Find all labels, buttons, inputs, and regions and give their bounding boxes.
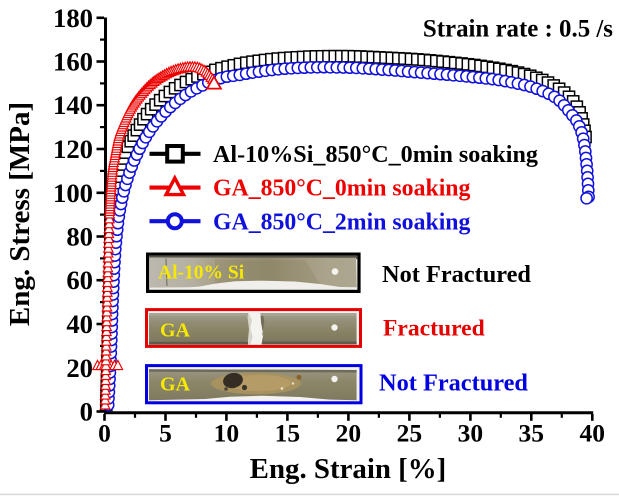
svg-text:40: 40 (580, 419, 606, 448)
svg-text:140: 140 (53, 90, 93, 120)
svg-text:0: 0 (80, 397, 93, 427)
svg-text:10: 10 (214, 419, 240, 448)
svg-text:Eng. Stress [MPa]: Eng. Stress [MPa] (4, 102, 36, 326)
svg-text:Eng. Strain [%]: Eng. Strain [%] (250, 453, 447, 485)
svg-text:GA_850°C_2min soaking: GA_850°C_2min soaking (213, 209, 471, 235)
svg-text:GA: GA (160, 319, 191, 341)
svg-text:Not Fractured: Not Fractured (382, 261, 531, 288)
svg-text:100: 100 (53, 178, 93, 208)
svg-text:0: 0 (98, 419, 111, 448)
svg-text:80: 80 (66, 222, 93, 252)
svg-text:20: 20 (336, 419, 362, 448)
svg-text:25: 25 (397, 419, 423, 448)
svg-text:5: 5 (159, 419, 172, 448)
svg-text:GA_850°C_0min soaking: GA_850°C_0min soaking (213, 176, 471, 202)
svg-text:Fractured: Fractured (383, 315, 485, 341)
svg-text:Al-10% Si: Al-10% Si (158, 262, 245, 283)
svg-text:GA: GA (160, 374, 191, 396)
svg-text:Strain rate : 0.5 /s: Strain rate : 0.5 /s (423, 16, 613, 43)
svg-text:Not Fractured: Not Fractured (379, 370, 528, 397)
svg-text:15: 15 (275, 419, 301, 448)
svg-text:Al-10%Si_850°C_0min soaking: Al-10%Si_850°C_0min soaking (213, 142, 538, 168)
svg-text:20: 20 (66, 353, 93, 383)
svg-text:160: 160 (53, 47, 93, 77)
svg-text:180: 180 (53, 3, 93, 33)
svg-text:60: 60 (66, 265, 93, 295)
svg-text:30: 30 (458, 419, 484, 448)
svg-text:40: 40 (66, 309, 93, 339)
svg-text:35: 35 (519, 419, 545, 448)
svg-text:120: 120 (53, 134, 93, 164)
